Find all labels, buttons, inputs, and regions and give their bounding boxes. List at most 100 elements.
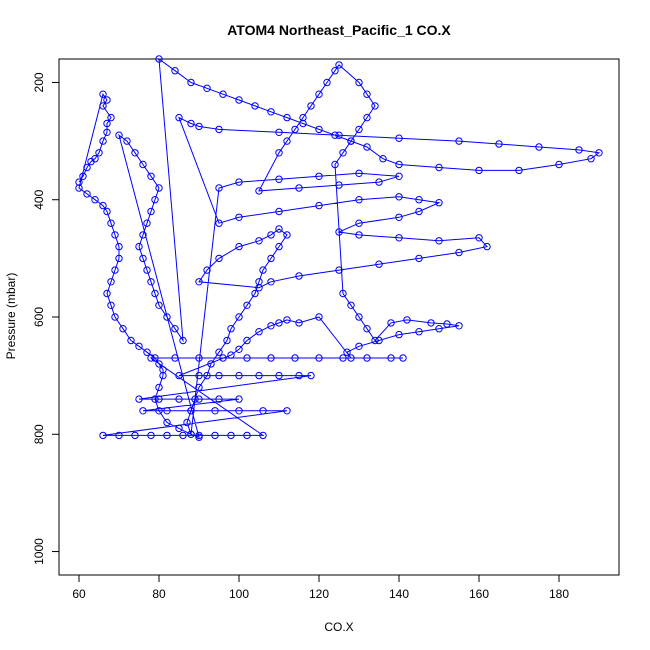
y-axis: 200 400 600 800 1000 — [32, 72, 60, 565]
data-point — [215, 371, 223, 380]
data-point — [283, 407, 291, 415]
data-point — [107, 113, 115, 122]
data-point — [395, 193, 403, 201]
data-point — [139, 407, 147, 415]
data-point — [315, 125, 323, 134]
data-point — [335, 61, 343, 69]
data-point — [99, 431, 107, 440]
data-point — [143, 266, 151, 274]
data-point — [235, 407, 243, 415]
chart-title: ATOM4 Northeast_Pacific_1 CO.X — [227, 22, 451, 38]
data-point — [75, 178, 83, 186]
data-point — [455, 322, 463, 330]
data-point — [251, 289, 259, 298]
data-point — [395, 172, 403, 181]
data-point — [331, 67, 339, 75]
data-point — [335, 228, 343, 236]
data-point — [427, 319, 435, 327]
data-point — [455, 137, 463, 145]
data-point — [259, 407, 267, 415]
data-point — [331, 160, 339, 169]
data-point — [171, 325, 179, 333]
data-point — [219, 354, 227, 362]
data-point — [255, 237, 263, 245]
data-point — [355, 78, 363, 87]
data-point — [555, 160, 563, 169]
data-point — [283, 231, 291, 239]
data-point — [175, 371, 183, 380]
data-point — [179, 336, 187, 345]
data-point — [127, 336, 135, 345]
data-point — [183, 418, 191, 427]
data-point — [347, 137, 355, 145]
x-tick-label: 180 — [549, 587, 569, 601]
data-point — [83, 190, 91, 198]
data-point — [103, 128, 111, 137]
data-point — [375, 336, 383, 345]
data-point — [475, 234, 483, 242]
data-point — [435, 163, 443, 172]
data-point — [235, 213, 243, 222]
data-point — [147, 354, 155, 362]
series-points — [75, 55, 603, 441]
x-tick-label: 160 — [469, 587, 489, 601]
data-point — [187, 78, 195, 87]
data-point — [307, 371, 315, 380]
data-point — [267, 108, 275, 116]
data-point — [131, 149, 139, 157]
data-point — [315, 313, 323, 321]
data-point — [207, 360, 215, 368]
data-point — [291, 354, 299, 362]
data-point — [151, 354, 159, 362]
data-point — [243, 431, 251, 440]
data-point — [275, 149, 283, 157]
data-point — [211, 407, 219, 415]
data-point — [259, 266, 267, 274]
data-point — [135, 342, 143, 350]
data-point — [255, 187, 263, 195]
data-point — [215, 125, 223, 134]
data-point — [379, 155, 387, 163]
data-point — [295, 272, 303, 280]
data-point — [387, 319, 395, 327]
data-point — [371, 102, 379, 110]
data-point — [219, 90, 227, 98]
data-point — [355, 196, 363, 204]
data-point — [91, 196, 99, 204]
data-point — [99, 137, 107, 145]
data-point — [195, 278, 203, 286]
data-point — [171, 67, 179, 75]
data-point — [315, 201, 323, 210]
data-point — [135, 395, 143, 403]
data-point — [495, 140, 503, 148]
data-point — [195, 395, 203, 403]
data-point — [275, 371, 283, 380]
data-point — [283, 316, 291, 324]
data-point — [267, 254, 275, 263]
data-point — [415, 207, 423, 216]
data-point — [147, 172, 155, 181]
data-point — [159, 371, 167, 380]
x-axis-label: CO.X — [324, 620, 353, 634]
data-point — [159, 366, 167, 374]
data-point — [295, 371, 303, 380]
data-point — [455, 248, 463, 257]
data-point — [107, 219, 115, 227]
data-point — [103, 207, 111, 216]
data-point — [215, 254, 223, 263]
data-point — [443, 320, 451, 328]
data-point — [151, 289, 159, 298]
data-point — [103, 289, 111, 298]
data-point — [259, 431, 267, 440]
series-line — [78, 57, 601, 438]
data-point — [395, 213, 403, 222]
data-point — [363, 90, 371, 98]
data-point — [371, 336, 379, 345]
data-point — [255, 278, 263, 286]
y-tick-label: 400 — [32, 189, 46, 209]
data-point — [115, 131, 123, 139]
data-point — [175, 424, 183, 433]
data-point — [175, 113, 183, 122]
data-point — [171, 354, 179, 362]
data-point — [235, 371, 243, 380]
